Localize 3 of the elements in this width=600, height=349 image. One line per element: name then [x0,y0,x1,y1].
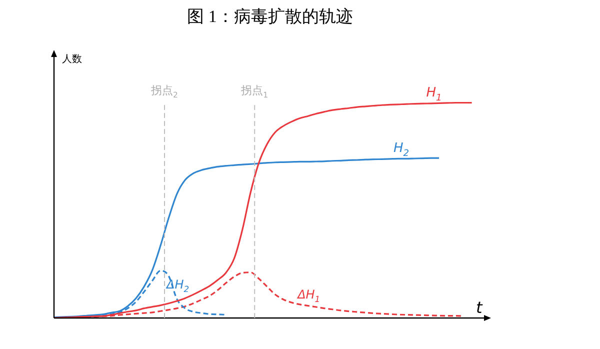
y-axis-title: 人数 [62,54,82,65]
x-axis-title: t [476,298,483,317]
chart-title: 图 1：病毒扩散的轨迹 [186,6,354,28]
